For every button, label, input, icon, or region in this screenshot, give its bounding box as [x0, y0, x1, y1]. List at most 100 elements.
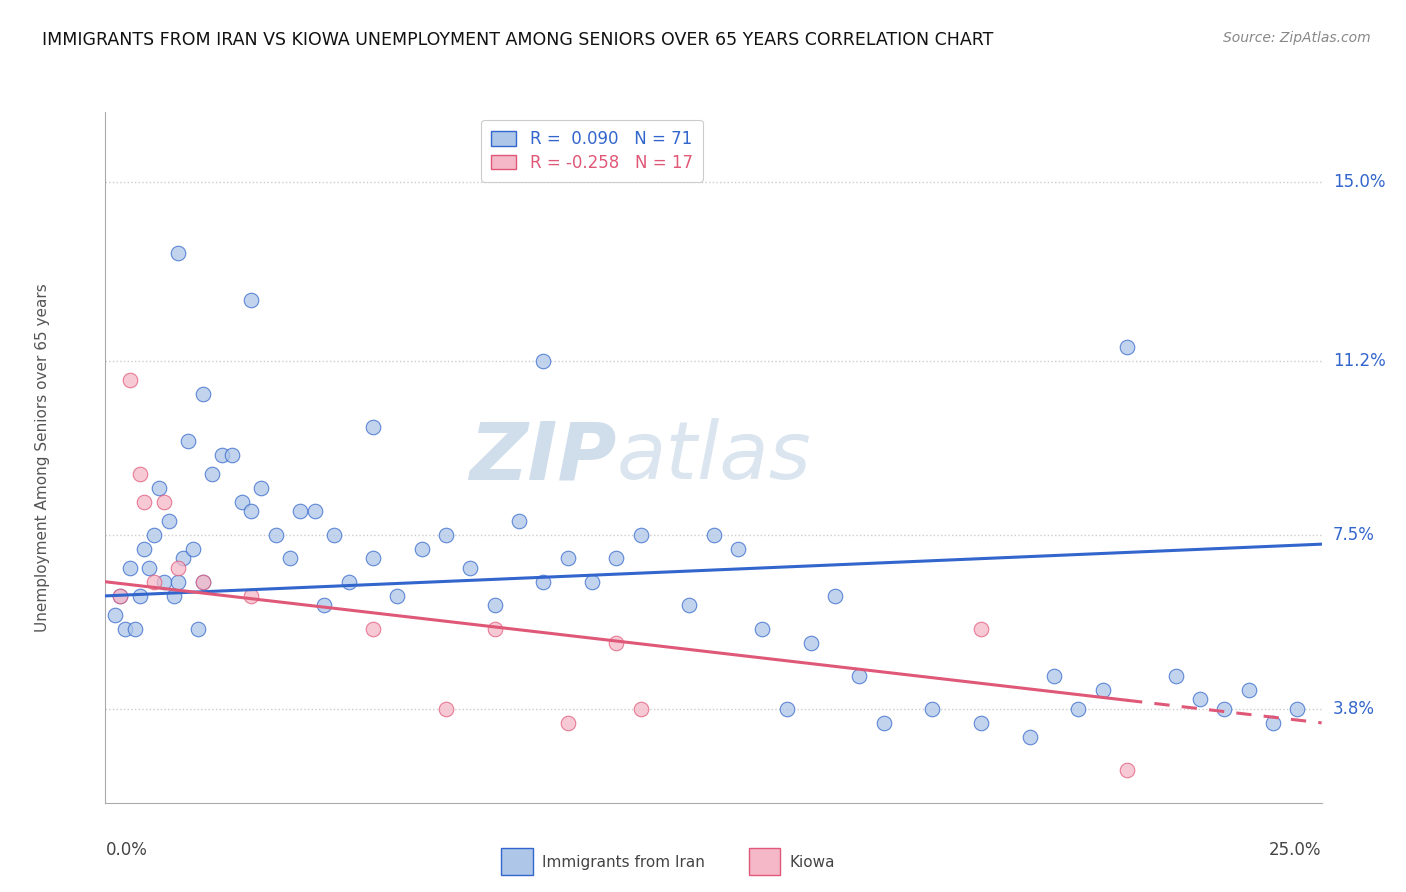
Point [800, 636, 823, 650]
Point [848, 669, 870, 683]
Point [162, 589, 184, 603]
Point [970, 622, 993, 636]
Point [1189, 692, 1212, 706]
Text: 25.0%: 25.0% [1270, 841, 1322, 859]
Point [143, 574, 166, 589]
Point [201, 467, 224, 481]
Point [361, 551, 384, 566]
Point [1116, 763, 1139, 777]
Point [250, 481, 273, 495]
Legend: R =  0.090   N = 71, R = -0.258   N = 17: R = 0.090 N = 71, R = -0.258 N = 17 [481, 120, 703, 182]
Point [314, 599, 336, 613]
Text: Unemployment Among Seniors over 65 years: Unemployment Among Seniors over 65 years [35, 283, 49, 632]
Point [824, 589, 846, 603]
Point [727, 541, 749, 556]
Point [970, 715, 993, 730]
Point [557, 551, 579, 566]
Point [1067, 702, 1090, 716]
Point [484, 622, 506, 636]
Point [153, 495, 176, 509]
Point [531, 353, 554, 368]
Point [240, 589, 263, 603]
Point [531, 574, 554, 589]
Point [458, 560, 481, 574]
Point [1164, 669, 1187, 683]
Point [630, 702, 652, 716]
Bar [501, 848, 533, 875]
Point [177, 434, 200, 448]
Point [153, 574, 176, 589]
Point [702, 527, 725, 541]
Point [114, 622, 136, 636]
Text: 7.5%: 7.5% [1333, 525, 1375, 544]
Point [1043, 669, 1066, 683]
Point [104, 607, 127, 622]
Point [138, 560, 160, 574]
Point [211, 448, 233, 462]
Point [1091, 682, 1114, 697]
Point [751, 622, 773, 636]
Point [181, 541, 204, 556]
Text: Immigrants from Iran: Immigrants from Iran [541, 855, 704, 870]
Point [172, 551, 194, 566]
Point [1018, 730, 1040, 744]
Text: Source: ZipAtlas.com: Source: ZipAtlas.com [1223, 31, 1371, 45]
Point [118, 560, 141, 574]
Point [484, 599, 506, 613]
Point [1237, 682, 1260, 697]
Point [557, 715, 579, 730]
Point [1261, 715, 1284, 730]
Point [191, 386, 214, 401]
Point [264, 527, 287, 541]
Point [157, 514, 180, 528]
Point [337, 574, 360, 589]
Point [191, 574, 214, 589]
Text: 11.2%: 11.2% [1333, 351, 1385, 370]
Point [167, 245, 190, 260]
Point [678, 599, 700, 613]
Text: 0.0%: 0.0% [105, 841, 148, 859]
Point [240, 504, 263, 518]
Point [434, 527, 457, 541]
Text: ZIP: ZIP [468, 418, 616, 496]
Point [361, 419, 384, 434]
Point [605, 551, 627, 566]
Point [118, 373, 141, 387]
Point [278, 551, 301, 566]
Text: Kiowa: Kiowa [789, 855, 835, 870]
Point [361, 622, 384, 636]
Point [1116, 340, 1139, 354]
Point [323, 527, 346, 541]
Text: 3.8%: 3.8% [1333, 699, 1375, 718]
Point [128, 589, 150, 603]
Point [630, 527, 652, 541]
Point [240, 293, 263, 307]
Point [1213, 702, 1236, 716]
Text: IMMIGRANTS FROM IRAN VS KIOWA UNEMPLOYMENT AMONG SENIORS OVER 65 YEARS CORRELATI: IMMIGRANTS FROM IRAN VS KIOWA UNEMPLOYME… [42, 31, 994, 49]
Point [221, 448, 243, 462]
Point [581, 574, 603, 589]
Point [191, 574, 214, 589]
Point [411, 541, 433, 556]
Point [231, 495, 253, 509]
Point [387, 589, 409, 603]
Point [921, 702, 943, 716]
Point [434, 702, 457, 716]
Text: 15.0%: 15.0% [1333, 173, 1385, 191]
Point [304, 504, 326, 518]
Text: atlas: atlas [616, 418, 811, 496]
Point [134, 541, 156, 556]
Point [775, 702, 797, 716]
Bar [748, 848, 780, 875]
Point [124, 622, 146, 636]
Point [508, 514, 530, 528]
Point [148, 481, 170, 495]
Point [143, 527, 166, 541]
Point [134, 495, 156, 509]
Point [605, 636, 627, 650]
Point [167, 560, 190, 574]
Point [873, 715, 896, 730]
Point [1286, 702, 1309, 716]
Point [187, 622, 209, 636]
Point [108, 589, 131, 603]
